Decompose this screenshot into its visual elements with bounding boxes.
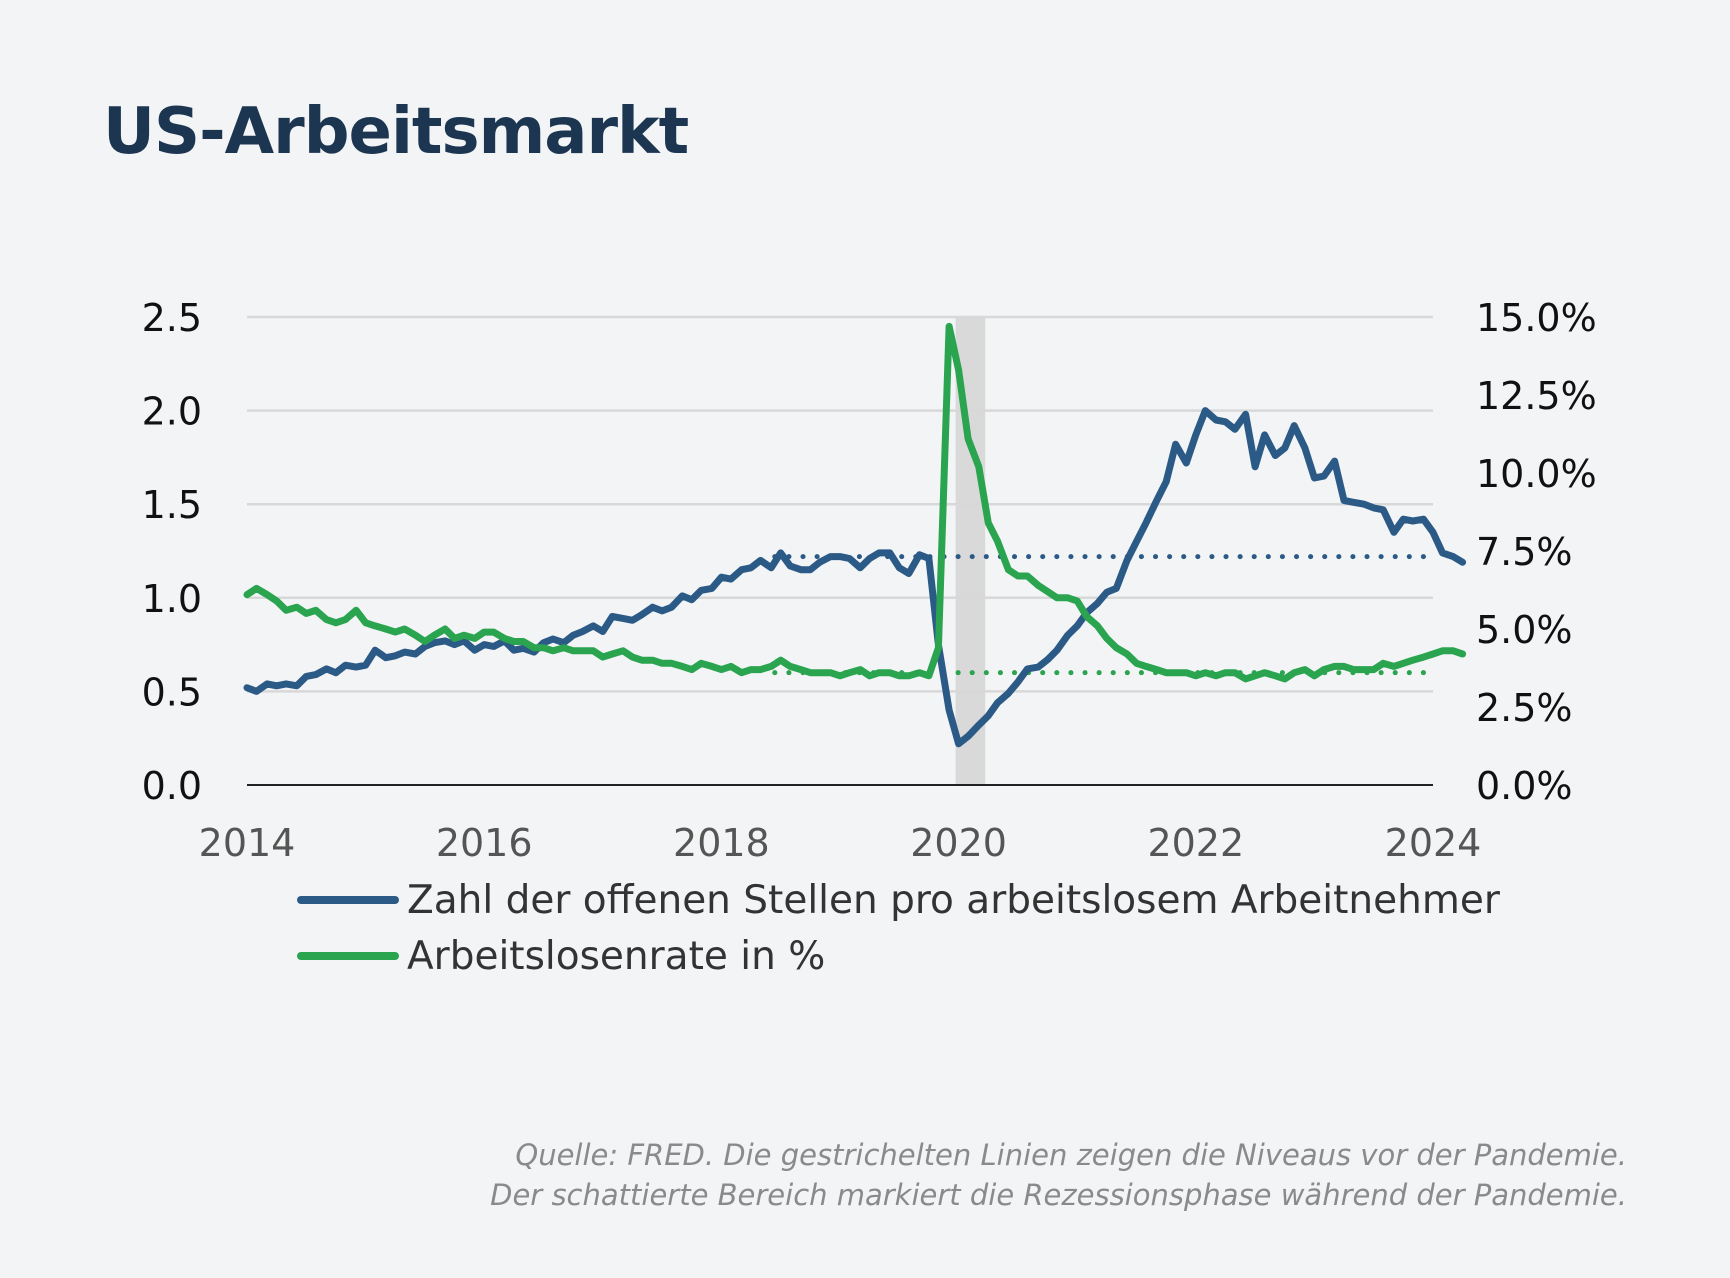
y-left-tick-label: 0.0 [142, 764, 202, 808]
y-left-tick-label: 0.5 [142, 670, 202, 714]
y-right-tick-label: 5.0% [1476, 608, 1573, 652]
legend-label-vacancies: Zahl der offenen Stellen pro arbeitslose… [407, 877, 1500, 923]
page-title: US-Arbeitsmarkt [103, 95, 689, 169]
x-tick-label: 2024 [1385, 821, 1482, 865]
x-tick-label: 2022 [1147, 821, 1244, 865]
source-line-1: Quelle: FRED. Die gestrichelten Linien z… [515, 1138, 1627, 1172]
y-left-tick-label: 2.5 [142, 296, 202, 340]
x-tick-label: 2018 [673, 821, 770, 865]
legend-swatch-vacancies [297, 896, 399, 904]
y-left-tick-label: 1.0 [142, 577, 202, 621]
y-right-tick-label: 12.5% [1476, 374, 1597, 418]
y-right-tick-label: 0.0% [1476, 764, 1573, 808]
x-tick-label: 2020 [910, 821, 1007, 865]
y-right-tick-label: 10.0% [1476, 452, 1597, 496]
legend-swatch-unemployment [297, 952, 399, 960]
y-left-tick-label: 1.5 [142, 483, 202, 527]
source-note: Quelle: FRED. Die gestrichelten Linien z… [490, 1135, 1627, 1215]
x-tick-label: 2016 [436, 821, 533, 865]
legend-item-unemployment: Arbeitslosenrate in % [297, 928, 1500, 984]
y-right-tick-label: 15.0% [1476, 296, 1597, 340]
y-right-tick-label: 2.5% [1476, 686, 1573, 730]
legend: Zahl der offenen Stellen pro arbeitslose… [297, 872, 1500, 984]
series-line-vacancies [243, 407, 1467, 748]
source-line-2: Der schattierte Bereich markiert die Rez… [490, 1178, 1627, 1212]
x-tick-label: 2014 [199, 821, 296, 865]
legend-label-unemployment: Arbeitslosenrate in % [407, 933, 826, 979]
series-line-unemployment [243, 322, 1467, 683]
y-left-tick-label: 2.0 [142, 390, 202, 434]
legend-item-vacancies: Zahl der offenen Stellen pro arbeitslose… [297, 872, 1500, 928]
y-right-tick-label: 7.5% [1476, 530, 1573, 574]
